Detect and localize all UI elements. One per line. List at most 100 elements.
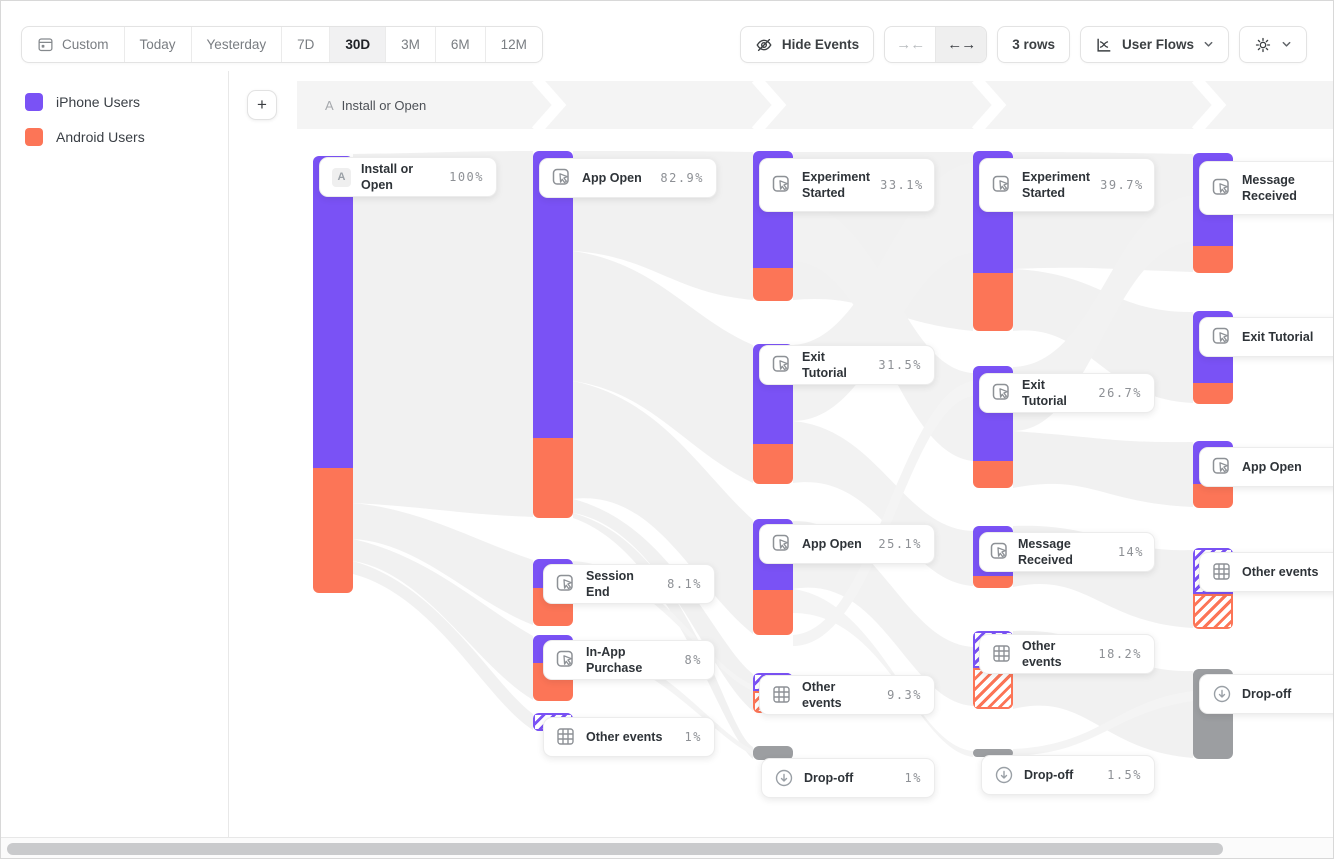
- legend-item-iphone-users[interactable]: iPhone Users: [25, 93, 145, 111]
- flow-node-card[interactable]: In-App Purchase 8%: [543, 640, 715, 680]
- flow-node-card[interactable]: Message Received: [1199, 161, 1333, 215]
- node-label: In-App Purchase: [586, 644, 643, 675]
- date-range-yesterday[interactable]: Yesterday: [190, 27, 282, 62]
- node-label: Message Received: [1018, 536, 1073, 567]
- drop-off-icon: [774, 768, 794, 788]
- event-icon: [992, 175, 1012, 195]
- date-range-label: Custom: [62, 37, 109, 52]
- node-label: Other events: [1242, 564, 1319, 579]
- chevron-down-icon: [1281, 39, 1292, 50]
- node-percent: 33.1%: [880, 178, 924, 192]
- event-icon: [556, 650, 576, 670]
- flow-node-card[interactable]: Session End 8.1%: [543, 564, 715, 604]
- toolbar: Custom Today Yesterday 7D 30D 3M 6M 12M …: [1, 1, 1333, 71]
- node-percent: 25.1%: [878, 537, 922, 551]
- flow-bar-drop-off[interactable]: [973, 749, 1013, 757]
- node-percent: 14%: [1117, 545, 1144, 559]
- flow-node-card[interactable]: A Install or Open 100%: [319, 157, 497, 197]
- view-selector-label: User Flows: [1121, 37, 1194, 52]
- flow-node-card[interactable]: App Open 82.9%: [539, 158, 717, 198]
- flow-node-card[interactable]: Drop-off 1%: [761, 758, 935, 798]
- flow-node-card[interactable]: Drop-off: [1199, 674, 1333, 714]
- gear-icon: [1254, 36, 1272, 54]
- flow-node-card[interactable]: Message Received 14%: [979, 532, 1155, 572]
- node-label: Experiment Started: [1022, 169, 1091, 200]
- event-icon: [772, 534, 792, 554]
- segment-android: [313, 468, 353, 593]
- node-label: Message Received: [1242, 172, 1297, 203]
- flow-bar-app-open[interactable]: [533, 151, 573, 518]
- date-range-3m[interactable]: 3M: [385, 27, 435, 62]
- event-icon: [772, 175, 792, 195]
- flow-node-card[interactable]: Drop-off 1.5%: [981, 755, 1155, 795]
- segment-iphone: [533, 151, 573, 438]
- flow-bar-drop-off[interactable]: [753, 746, 793, 760]
- grid-icon: [556, 727, 576, 747]
- add-step-button[interactable]: +: [247, 90, 277, 120]
- step-a-label: Install or Open: [341, 97, 427, 113]
- view-selector-button[interactable]: User Flows: [1079, 26, 1229, 63]
- flow-node-card[interactable]: Other events 18.2%: [979, 634, 1155, 674]
- segment-iphone: [313, 156, 353, 468]
- node-percent: 18.2%: [1098, 647, 1142, 661]
- flow-node-card[interactable]: Exit Tutorial 31.5%: [759, 345, 935, 385]
- collapse-expand-toggle: →← ←→: [884, 26, 988, 63]
- step-a-header[interactable]: A Install or Open: [325, 81, 426, 129]
- legend-label: Android Users: [56, 129, 145, 145]
- node-percent: 1.5%: [1107, 768, 1142, 782]
- flow-node-card[interactable]: Experiment Started 33.1%: [759, 158, 935, 212]
- node-label: Drop-off: [1024, 767, 1074, 782]
- expand-columns-button[interactable]: ←→: [935, 27, 987, 62]
- node-label: Experiment Started: [802, 169, 871, 200]
- android-users-swatch: [25, 128, 43, 146]
- flow-node-card[interactable]: App Open 25.1%: [759, 524, 935, 564]
- segment-android: [1193, 246, 1233, 273]
- date-range-custom[interactable]: Custom: [22, 27, 124, 62]
- date-range-12m[interactable]: 12M: [484, 27, 542, 62]
- date-range-30d[interactable]: 30D: [329, 27, 386, 62]
- flow-node-card[interactable]: Experiment Started 39.7%: [979, 158, 1155, 212]
- node-percent: 39.7%: [1100, 178, 1144, 192]
- node-percent: 9.3%: [887, 688, 922, 702]
- node-label: Exit Tutorial: [1022, 377, 1067, 408]
- eye-off-icon: [755, 36, 773, 54]
- hide-events-button[interactable]: Hide Events: [739, 26, 875, 63]
- date-range-group: Custom Today Yesterday 7D 30D 3M 6M 12M: [21, 26, 543, 63]
- date-range-6m[interactable]: 6M: [434, 27, 485, 62]
- legend-item-android-users[interactable]: Android Users: [25, 128, 145, 146]
- grid-icon: [772, 685, 792, 705]
- node-percent: 1%: [684, 730, 702, 744]
- event-icon: [992, 383, 1012, 403]
- flow-node-card[interactable]: Exit Tutorial: [1199, 317, 1333, 357]
- node-percent: 26.7%: [1098, 386, 1142, 400]
- node-percent: 100%: [449, 170, 484, 184]
- node-label: Session End: [586, 568, 634, 599]
- drop-off-icon: [1212, 684, 1232, 704]
- event-icon: [556, 574, 576, 594]
- node-percent: 82.9%: [660, 171, 704, 185]
- segment-android-other: [973, 668, 1013, 709]
- node-label: Other events: [586, 729, 663, 744]
- scrollbar-thumb[interactable]: [7, 843, 1223, 855]
- flow-node-card[interactable]: Exit Tutorial 26.7%: [979, 373, 1155, 413]
- grid-icon: [1212, 562, 1232, 582]
- flow-node-card[interactable]: Other events 9.3%: [759, 675, 935, 715]
- step-a-badge: A: [332, 167, 351, 187]
- segment-android: [753, 444, 793, 484]
- settings-button[interactable]: [1239, 26, 1307, 63]
- flow-node-card[interactable]: Other events 1%: [543, 717, 715, 757]
- sidebar-divider: [228, 71, 229, 837]
- flow-node-card[interactable]: App Open: [1199, 447, 1333, 487]
- collapse-columns-button[interactable]: →←: [896, 36, 925, 53]
- user-flows-icon: [1095, 36, 1113, 54]
- segment-dropoff: [973, 749, 1013, 757]
- node-label: Exit Tutorial: [802, 349, 847, 380]
- flow-bar-install-or-open[interactable]: [313, 156, 353, 593]
- rows-button[interactable]: 3 rows: [997, 26, 1070, 63]
- node-label: Other events: [1022, 638, 1062, 669]
- chevron-down-icon: [1203, 39, 1214, 50]
- flow-node-card[interactable]: Other events: [1199, 552, 1333, 592]
- date-range-today[interactable]: Today: [123, 27, 191, 62]
- date-range-7d[interactable]: 7D: [281, 27, 329, 62]
